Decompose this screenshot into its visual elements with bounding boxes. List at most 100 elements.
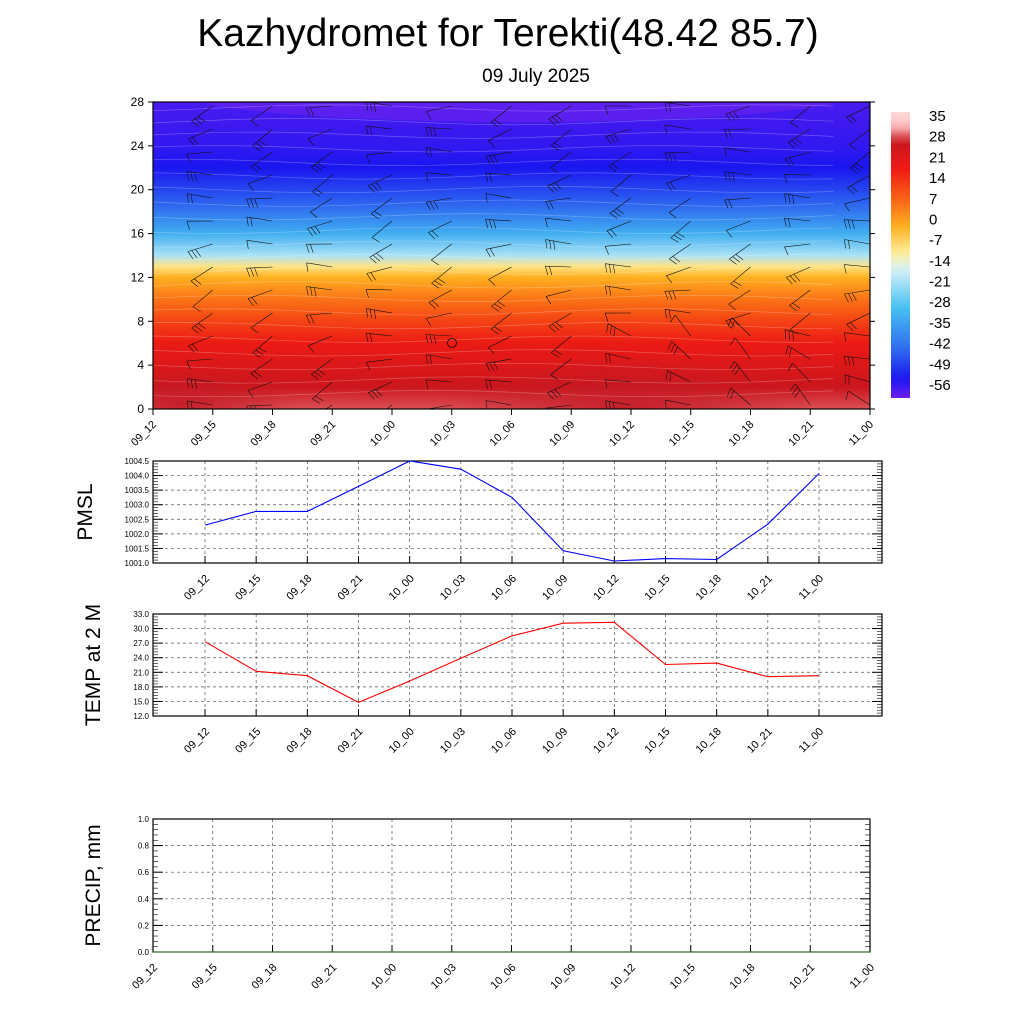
wind-barb (790, 105, 811, 128)
wind-barb (605, 353, 632, 364)
wind-barb-shaft (784, 329, 811, 337)
cross-section-panel: 0 4 8 12 16 20 24 28 09_12 09_15 09_18 09_21 10_00 10… (128, 95, 876, 449)
wind-barb (724, 147, 751, 157)
wind-barb-flag (844, 203, 850, 212)
wind-barb (726, 220, 751, 238)
wind-barb-flag (371, 183, 379, 191)
contour-line (153, 186, 834, 194)
wind-barb-flag (192, 306, 201, 312)
wind-barb-flag (258, 140, 267, 146)
wind-barb (365, 332, 393, 343)
wind-barb (425, 147, 452, 158)
wind-barb (846, 105, 870, 124)
wind-barb-flag (672, 290, 677, 300)
wind-barb (365, 358, 393, 371)
y-axis-title: TEMP at 2 M (82, 604, 105, 726)
wind-barb (153, 335, 154, 336)
wind-barb (252, 335, 273, 358)
wind-barb (724, 171, 751, 182)
chart-title: Kazhydromet for Terekti(48.42 85.7) (197, 12, 819, 55)
wind-barb-flag (310, 227, 317, 235)
wind-barb-flag (485, 379, 488, 389)
warm-core-right (153, 364, 300, 409)
wind-barb-flag (669, 258, 677, 265)
wind-barb-shaft (724, 147, 751, 153)
wind-barb-shaft (785, 151, 811, 160)
wind-barb (191, 312, 213, 334)
colorbar-tick-label: -42 (929, 336, 951, 353)
wind-barb (252, 128, 273, 151)
wind-barb-shaft (426, 105, 452, 112)
wind-barb-flag (306, 286, 309, 296)
wind-barb (784, 174, 811, 184)
chart-subtitle: 09 July 2025 (482, 66, 590, 87)
x-tick-label: 09_15 (233, 726, 263, 756)
wind-barb (306, 105, 333, 117)
wind-barb-flag (604, 246, 609, 255)
wind-barb-flag (554, 182, 562, 190)
wind-barb (487, 335, 512, 355)
wind-barb (367, 174, 393, 193)
wind-barb-shaft (307, 335, 333, 346)
wind-barb-flag (310, 166, 319, 173)
wind-barb-flag (855, 163, 864, 169)
wind-barb-flag (547, 185, 554, 193)
wind-barb (371, 220, 393, 243)
wind-barb-flag (730, 320, 735, 329)
x-tick-label: 10_00 (387, 573, 417, 603)
wind-barb-shaft (790, 105, 811, 123)
x-tick-label: 09_21 (309, 962, 339, 992)
wind-barb-flag (490, 328, 499, 335)
wind-barb-flag (128, 205, 133, 213)
x-tick-label: 10_00 (369, 962, 399, 992)
wind-barb-flag (849, 144, 858, 151)
wind-barb-flag (429, 148, 432, 158)
x-tick-label: 11_00 (848, 962, 878, 992)
wind-barb-shaft (386, 404, 393, 409)
wind-barb (250, 358, 273, 380)
wind-barb-flag (728, 303, 736, 310)
wind-barb-flag (370, 272, 376, 281)
wind-barb (312, 381, 333, 404)
wind-barb-flag (365, 362, 371, 371)
x-tick-label: 09_15 (233, 573, 263, 603)
wind-barb-flag (850, 185, 858, 193)
wind-barb-flag (374, 418, 382, 423)
wind-barb-flag (605, 285, 608, 295)
contour-line (153, 213, 834, 221)
wind-barb (485, 243, 512, 258)
wind-barb-flag (194, 118, 203, 125)
wind-barb-shaft (247, 381, 273, 391)
wind-barb (787, 362, 811, 383)
wind-barb-flag (724, 147, 727, 157)
wind-barb-flag (784, 246, 789, 256)
wind-barb-flag (428, 232, 436, 240)
y-tick-label: 18.0 (133, 683, 149, 692)
wind-barb-flag (554, 349, 563, 356)
x-tick-label: 09_12 (182, 573, 212, 603)
wind-barb (428, 220, 452, 240)
wind-barb (610, 174, 632, 197)
wind-barb-flag (425, 172, 429, 182)
wind-barb (730, 266, 751, 289)
wind-barb-flag (609, 286, 611, 296)
x-tick-label: 09_18 (284, 726, 314, 756)
colorbar-bar (891, 112, 910, 398)
wind-barb-flag (604, 379, 608, 389)
wind-barb (365, 151, 393, 164)
wind-barb-flag (604, 313, 609, 322)
wind-barb-shaft (153, 381, 154, 382)
x-tick-label: 09_18 (250, 962, 280, 992)
colorbar-tick-label: -35 (929, 315, 951, 332)
wind-barb-flag (665, 370, 668, 380)
wind-barb-flag (251, 297, 258, 305)
wind-barb (191, 105, 213, 127)
wind-barb-flag (315, 188, 324, 195)
colorbar: 35 28 21 14 7 0 -7 -14 -21 -28 -35 -42 -49 -56 (891, 108, 951, 398)
x-tick-label: 10_12 (608, 962, 638, 992)
wind-barb-shaft (725, 312, 751, 321)
wind-barb-shaft (606, 220, 632, 232)
wind-barb (604, 312, 632, 322)
wind-barb-flag (376, 252, 384, 260)
wind-barb (247, 381, 273, 398)
